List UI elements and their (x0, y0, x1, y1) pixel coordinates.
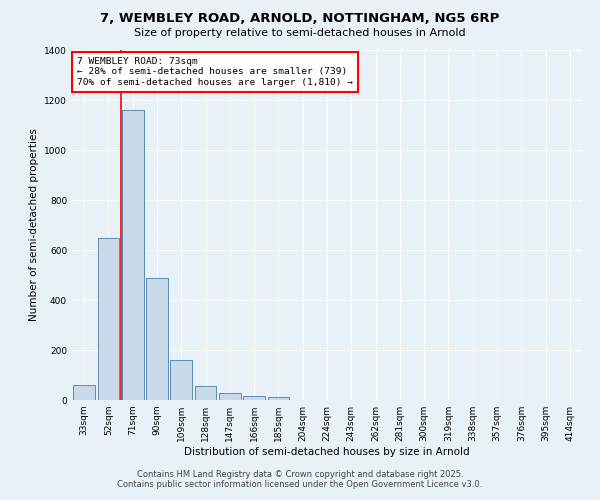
Y-axis label: Number of semi-detached properties: Number of semi-detached properties (29, 128, 38, 322)
X-axis label: Distribution of semi-detached houses by size in Arnold: Distribution of semi-detached houses by … (184, 447, 470, 457)
Text: Size of property relative to semi-detached houses in Arnold: Size of property relative to semi-detach… (134, 28, 466, 38)
Bar (219, 393, 241, 400)
Bar (146, 278, 168, 400)
Bar (170, 360, 192, 400)
Bar (194, 386, 217, 400)
Bar (97, 238, 119, 400)
Bar (73, 385, 95, 400)
Text: 7, WEMBLEY ROAD, ARNOLD, NOTTINGHAM, NG5 6RP: 7, WEMBLEY ROAD, ARNOLD, NOTTINGHAM, NG5… (100, 12, 500, 26)
Bar (243, 396, 265, 400)
Bar (122, 110, 143, 400)
Text: 7 WEMBLEY ROAD: 73sqm
← 28% of semi-detached houses are smaller (739)
70% of sem: 7 WEMBLEY ROAD: 73sqm ← 28% of semi-deta… (77, 57, 353, 87)
Text: Contains HM Land Registry data © Crown copyright and database right 2025.
Contai: Contains HM Land Registry data © Crown c… (118, 470, 482, 489)
Bar (268, 396, 289, 400)
